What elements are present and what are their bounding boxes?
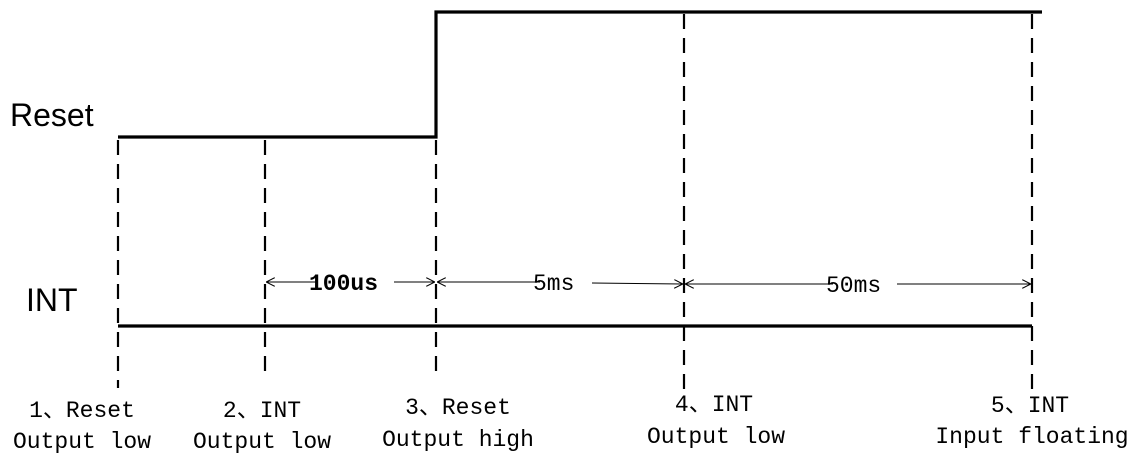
reset-signal-label: Reset: [10, 97, 94, 133]
interval-2-arrow-right: [591, 283, 682, 284]
interval-2-label: 5ms: [533, 271, 574, 297]
interval-3-label: 50ms: [826, 273, 881, 299]
step-1-sub: Output low: [13, 429, 151, 455]
step-1-title: 1、Reset: [29, 398, 135, 424]
step-2-sub: Output low: [193, 429, 331, 455]
step-4-title: 4、INT: [675, 392, 753, 418]
interval-1-label: 100us: [309, 271, 378, 297]
step-3-title: 3、Reset: [405, 395, 511, 421]
reset-waveform: [118, 10, 1042, 139]
int-signal-label: INT: [26, 282, 78, 318]
step-4-sub: Output low: [647, 424, 785, 450]
step-2-title: 2、INT: [223, 398, 301, 424]
step-5-title: 5、INT: [991, 393, 1069, 419]
step-5-sub: Input floating: [935, 424, 1128, 450]
step-3-sub: Output high: [382, 427, 534, 453]
